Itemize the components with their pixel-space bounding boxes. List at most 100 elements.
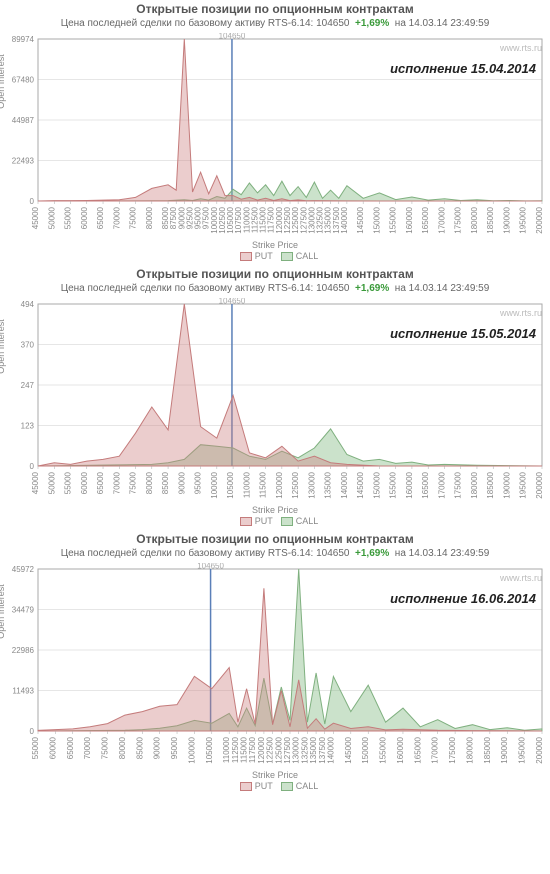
- legend-label-put: PUT: [255, 516, 273, 526]
- svg-text:70000: 70000: [112, 206, 121, 229]
- svg-text:115000: 115000: [259, 472, 268, 499]
- svg-text:120000: 120000: [275, 472, 284, 499]
- svg-text:160000: 160000: [396, 737, 405, 764]
- svg-text:150000: 150000: [372, 206, 381, 233]
- svg-text:150000: 150000: [372, 472, 381, 499]
- chart-block: Открытые позиции по опционным контрактам…: [0, 2, 550, 261]
- legend-swatch-call: [281, 517, 293, 526]
- legend: PUTCALL: [0, 516, 550, 526]
- svg-text:110000: 110000: [222, 737, 231, 764]
- execution-date-label: исполнение 15.04.2014: [390, 61, 536, 76]
- svg-text:130000: 130000: [292, 737, 301, 764]
- svg-text:65000: 65000: [96, 206, 105, 229]
- svg-text:75000: 75000: [101, 737, 110, 760]
- svg-text:80000: 80000: [118, 737, 127, 760]
- svg-text:65000: 65000: [96, 472, 105, 495]
- svg-text:132500: 132500: [300, 737, 309, 764]
- svg-text:55000: 55000: [64, 206, 73, 229]
- svg-text:67480: 67480: [12, 76, 35, 85]
- svg-text:195000: 195000: [519, 472, 528, 499]
- svg-text:185000: 185000: [486, 472, 495, 499]
- svg-text:50000: 50000: [47, 206, 56, 229]
- svg-text:55000: 55000: [64, 472, 73, 495]
- svg-text:155000: 155000: [379, 737, 388, 764]
- chart-block: Открытые позиции по опционным контрактам…: [0, 532, 550, 791]
- svg-text:175000: 175000: [454, 472, 463, 499]
- svg-text:145000: 145000: [356, 206, 365, 233]
- svg-text:180000: 180000: [470, 472, 479, 499]
- svg-text:75000: 75000: [129, 472, 138, 495]
- svg-text:190000: 190000: [502, 472, 511, 499]
- svg-text:90000: 90000: [153, 737, 162, 760]
- svg-text:60000: 60000: [80, 206, 89, 229]
- svg-text:145000: 145000: [356, 472, 365, 499]
- svg-text:160000: 160000: [405, 472, 414, 499]
- svg-text:70000: 70000: [112, 472, 121, 495]
- svg-text:127500: 127500: [283, 737, 292, 764]
- y-axis-label: Open Interest: [0, 584, 6, 639]
- svg-text:80000: 80000: [145, 472, 154, 495]
- svg-text:105000: 105000: [226, 472, 235, 499]
- svg-text:155000: 155000: [389, 472, 398, 499]
- execution-date-label: исполнение 15.05.2014: [390, 326, 536, 341]
- y-axis-label: Open Interest: [0, 319, 6, 374]
- legend-label-call: CALL: [296, 781, 319, 791]
- svg-text:175000: 175000: [448, 737, 457, 764]
- svg-text:200000: 200000: [535, 737, 544, 764]
- svg-text:185000: 185000: [486, 206, 495, 233]
- plot-area: Open Interest www.rts.ru исполнение 15.05.…: [0, 298, 550, 504]
- svg-text:137500: 137500: [318, 737, 327, 764]
- chart-title: Открытые позиции по опционным контрактам: [0, 267, 550, 281]
- svg-text:115000: 115000: [240, 737, 249, 764]
- svg-text:200000: 200000: [535, 472, 544, 499]
- svg-text:140000: 140000: [340, 472, 349, 499]
- svg-text:195000: 195000: [519, 206, 528, 233]
- svg-text:44987: 44987: [12, 116, 35, 125]
- svg-text:80000: 80000: [145, 206, 154, 229]
- svg-text:85000: 85000: [161, 472, 170, 495]
- svg-text:125000: 125000: [274, 737, 283, 764]
- svg-text:90000: 90000: [177, 472, 186, 495]
- svg-text:0: 0: [30, 197, 35, 206]
- svg-text:135000: 135000: [324, 472, 333, 499]
- svg-text:45000: 45000: [31, 472, 40, 495]
- svg-text:370: 370: [21, 341, 35, 350]
- svg-text:140000: 140000: [326, 737, 335, 764]
- legend: PUTCALL: [0, 251, 550, 261]
- svg-text:22986: 22986: [12, 646, 35, 655]
- watermark: www.rts.ru: [500, 43, 542, 53]
- svg-text:122500: 122500: [266, 737, 275, 764]
- legend-swatch-call: [281, 252, 293, 261]
- svg-text:55000: 55000: [31, 737, 40, 760]
- svg-text:110000: 110000: [242, 472, 251, 499]
- svg-text:165000: 165000: [413, 737, 422, 764]
- svg-text:0: 0: [30, 727, 35, 736]
- watermark: www.rts.ru: [500, 308, 542, 318]
- svg-text:165000: 165000: [421, 472, 430, 499]
- svg-text:75000: 75000: [129, 206, 138, 229]
- svg-text:60000: 60000: [48, 737, 57, 760]
- svg-text:190000: 190000: [502, 206, 511, 233]
- y-axis-label: Open Interest: [0, 54, 6, 109]
- pct-change: +1,69%: [355, 548, 389, 559]
- legend: PUTCALL: [0, 781, 550, 791]
- svg-text:145000: 145000: [344, 737, 353, 764]
- svg-text:95000: 95000: [170, 737, 179, 760]
- chart-title: Открытые позиции по опционным контрактам: [0, 532, 550, 546]
- legend-label-call: CALL: [296, 251, 319, 261]
- svg-text:185000: 185000: [483, 737, 492, 764]
- svg-text:140000: 140000: [340, 206, 349, 233]
- x-axis-label: Strike Price: [0, 770, 550, 780]
- svg-text:45972: 45972: [12, 565, 35, 574]
- legend-swatch-put: [240, 782, 252, 791]
- plot-area: Open Interest www.rts.ru исполнение 15.04.…: [0, 33, 550, 239]
- svg-text:104650: 104650: [219, 298, 246, 306]
- svg-text:170000: 170000: [437, 472, 446, 499]
- svg-text:117500: 117500: [248, 737, 257, 764]
- x-axis-label: Strike Price: [0, 240, 550, 250]
- svg-text:190000: 190000: [500, 737, 509, 764]
- svg-text:120000: 120000: [257, 737, 266, 764]
- svg-text:22493: 22493: [12, 157, 35, 166]
- svg-text:125000: 125000: [291, 472, 300, 499]
- pct-change: +1,69%: [355, 283, 389, 294]
